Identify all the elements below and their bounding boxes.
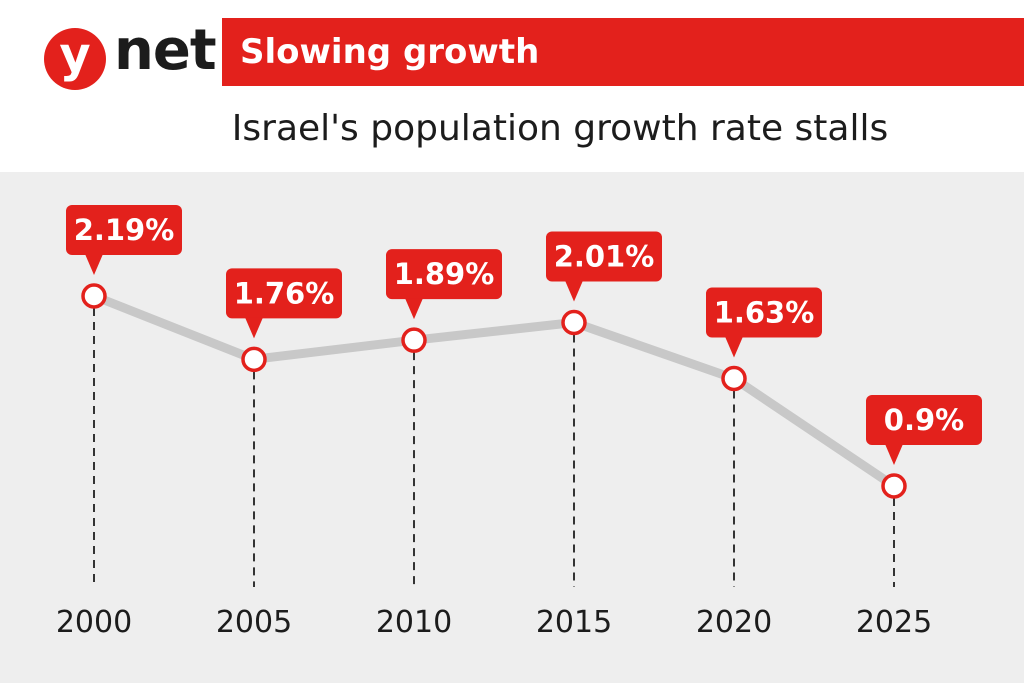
callout-box-2010	[386, 249, 502, 300]
chart-area: 2.19% 2000 1.76% 2005 1.89% 2010 2.01% 2015 1.63…	[0, 172, 1024, 683]
callout-box-2005	[226, 268, 342, 319]
x-tick-2025: 2025	[856, 605, 932, 640]
data-label-2000: 2.19%	[74, 213, 175, 247]
callout-pointer-2010	[405, 298, 423, 320]
callout-box-2025	[866, 395, 982, 445]
data-point-2010	[401, 327, 427, 353]
logo-word: net	[114, 18, 217, 83]
logo-letter: y	[44, 28, 106, 90]
data-label-2005: 1.76%	[234, 276, 335, 310]
series-line	[89, 291, 899, 491]
callout-pointer-2015	[565, 280, 583, 302]
banner-title: Slowing growth	[240, 32, 540, 72]
data-label-2020: 1.63%	[714, 295, 815, 329]
data-label-2015: 2.01%	[554, 240, 655, 274]
data-point-2025	[881, 473, 907, 499]
x-tick-2005: 2005	[216, 605, 292, 640]
callout-pointer-2000	[85, 254, 103, 275]
x-tick-2015: 2015	[536, 605, 612, 640]
callout-pointer-2020	[725, 336, 743, 358]
header: y net Slowing growth Israel's population…	[0, 0, 1024, 172]
callout-pointer-2025	[885, 444, 903, 465]
x-tick-2020: 2020	[696, 605, 772, 640]
callout-pointer-2005	[245, 317, 263, 339]
data-point-2000	[81, 283, 107, 309]
data-point-2020	[721, 365, 747, 392]
callout-box-2020	[706, 287, 822, 338]
callout-box-2000	[66, 205, 182, 255]
x-tick-2010: 2010	[376, 605, 452, 640]
line-chart: 2.19% 2000 1.76% 2005 1.89% 2010 2.01% 2015 1.63…	[56, 205, 982, 640]
x-tick-2000: 2000	[56, 605, 132, 640]
data-point-2015	[561, 309, 587, 336]
data-label-2010: 1.89%	[394, 257, 495, 291]
chart-subtitle: Israel's population growth rate stalls	[231, 108, 889, 149]
data-point-2005	[241, 346, 267, 373]
title-banner: Slowing growth	[222, 18, 1024, 86]
callout-box-2015	[546, 231, 662, 282]
data-label-2025: 0.9%	[884, 403, 964, 437]
